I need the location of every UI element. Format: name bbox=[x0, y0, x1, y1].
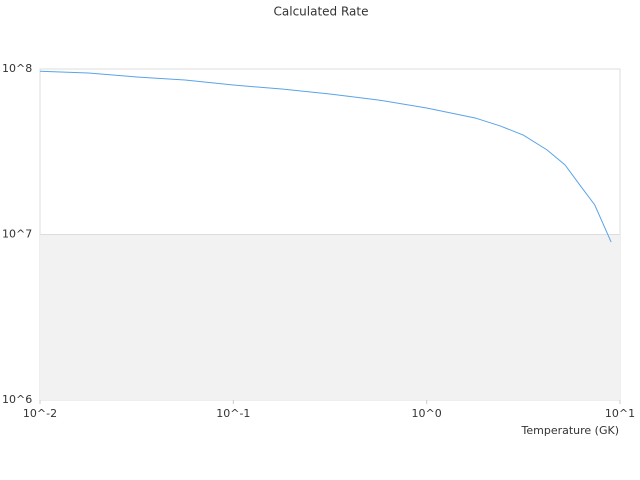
y-tick-label: 10^8 bbox=[2, 62, 32, 75]
x-axis-label: Temperature (GK) bbox=[521, 424, 620, 437]
x-tick-label: 10^-1 bbox=[216, 407, 250, 420]
x-tick-label: 10^-2 bbox=[23, 407, 57, 420]
grid-band bbox=[40, 234, 620, 400]
y-tick-label: 10^6 bbox=[2, 393, 32, 406]
y-tick-label: 10^7 bbox=[2, 228, 32, 241]
data-line bbox=[39, 70, 612, 243]
chart-title: Calculated Rate bbox=[274, 5, 369, 19]
x-tick-label: 10^0 bbox=[412, 407, 442, 420]
x-tick-label: 10^1 bbox=[605, 407, 635, 420]
